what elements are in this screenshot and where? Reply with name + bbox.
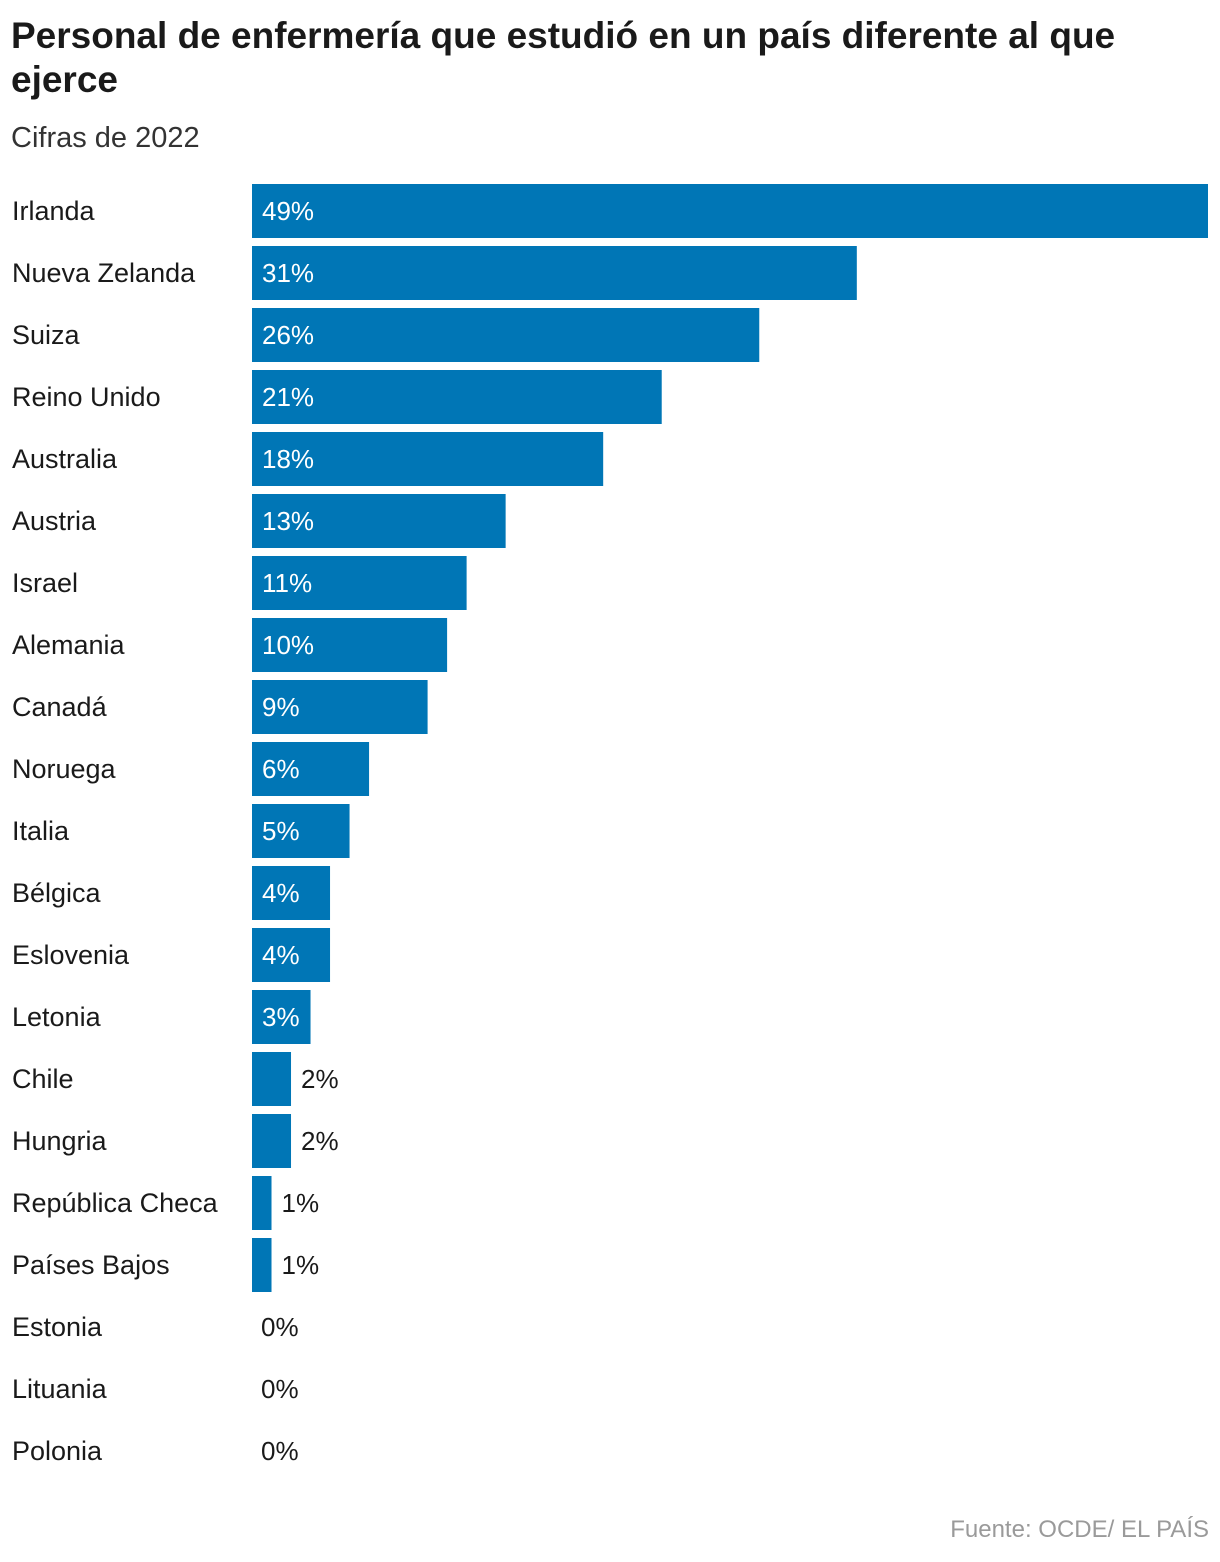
value-label-italia: 5% <box>262 816 300 846</box>
chart-subtitle: Cifras de 2022 <box>11 122 200 154</box>
category-label-belgica: Bélgica <box>12 878 102 908</box>
chart-title: Personal de enfermería que estudió en un… <box>11 15 1116 100</box>
value-label-irlanda: 49% <box>262 196 314 226</box>
category-label-suiza: Suiza <box>12 320 81 350</box>
bar-alemania <box>252 618 448 672</box>
value-label-paises-bajos: 1% <box>282 1250 320 1280</box>
bar-republica-checa <box>252 1176 272 1230</box>
category-label-estonia: Estonia <box>12 1312 103 1342</box>
category-labels: Irlanda Nueva Zelanda Suiza Reino Unido Aust… <box>12 196 219 1466</box>
bar-austria <box>252 494 506 548</box>
bar-chile <box>252 1052 292 1106</box>
bar-chart: Irlanda Nueva Zelanda Suiza Reino Unido Aust… <box>12 184 1208 1466</box>
bar-belgica <box>252 866 331 920</box>
bar-nueva-zelanda <box>252 246 857 300</box>
category-label-lituania: Lituania <box>12 1374 108 1404</box>
value-label-belgica: 4% <box>262 878 300 908</box>
value-label-chile: 2% <box>301 1064 339 1094</box>
value-label-austria: 13% <box>262 506 314 536</box>
bar-suiza <box>252 308 760 362</box>
category-label-eslovenia: Eslovenia <box>12 940 130 970</box>
bar-paises-bajos <box>252 1238 272 1292</box>
value-label-noruega: 6% <box>262 754 300 784</box>
value-label-hungria: 2% <box>301 1126 339 1156</box>
bar-reino-unido <box>252 370 662 424</box>
bar-israel <box>252 556 467 610</box>
category-label-letonia: Letonia <box>12 1002 102 1032</box>
value-label-australia: 18% <box>262 444 314 474</box>
category-label-chile: Chile <box>12 1064 74 1094</box>
value-label-lituania: 0% <box>261 1374 299 1404</box>
value-label-polonia: 0% <box>261 1436 299 1466</box>
bar-letonia <box>252 990 311 1044</box>
category-label-polonia: Polonia <box>12 1436 103 1466</box>
category-label-republica-checa: República Checa <box>12 1188 219 1218</box>
value-label-estonia: 0% <box>261 1312 299 1342</box>
bars <box>252 184 1208 1292</box>
category-label-austria: Austria <box>12 506 97 536</box>
category-label-reino-unido: Reino Unido <box>12 382 161 412</box>
category-label-irlanda: Irlanda <box>12 196 96 226</box>
value-label-republica-checa: 1% <box>282 1188 320 1218</box>
bar-australia <box>252 432 604 486</box>
bar-canada <box>252 680 428 734</box>
source-note: Fuente: OCDE/ EL PAÍS <box>950 1516 1209 1543</box>
category-label-noruega: Noruega <box>12 754 117 784</box>
value-label-reino-unido: 21% <box>262 382 314 412</box>
category-label-nueva-zelanda: Nueva Zelanda <box>12 258 196 288</box>
value-label-nueva-zelanda: 31% <box>262 258 314 288</box>
category-label-israel: Israel <box>12 568 78 598</box>
value-label-alemania: 10% <box>262 630 314 660</box>
value-labels: 49% 31% 26% 21% 18% 13% 11% 10% 9% 6% 5% 4% 4% 3% 2% 2%… <box>261 196 339 1466</box>
bar-italia <box>252 804 350 858</box>
bar-eslovenia <box>252 928 331 982</box>
bar-noruega <box>252 742 370 796</box>
category-label-australia: Australia <box>12 444 118 474</box>
value-label-suiza: 26% <box>262 320 314 350</box>
value-label-letonia: 3% <box>262 1002 300 1032</box>
category-label-paises-bajos: Países Bajos <box>12 1250 170 1280</box>
bar-irlanda <box>252 184 1208 238</box>
category-label-hungria: Hungria <box>12 1126 108 1156</box>
bar-hungria <box>252 1114 292 1168</box>
value-label-eslovenia: 4% <box>262 940 300 970</box>
category-label-canada: Canadá <box>12 692 108 722</box>
value-label-israel: 11% <box>262 568 312 598</box>
category-label-italia: Italia <box>12 816 70 846</box>
category-label-alemania: Alemania <box>12 630 126 660</box>
value-label-canada: 9% <box>262 692 300 722</box>
